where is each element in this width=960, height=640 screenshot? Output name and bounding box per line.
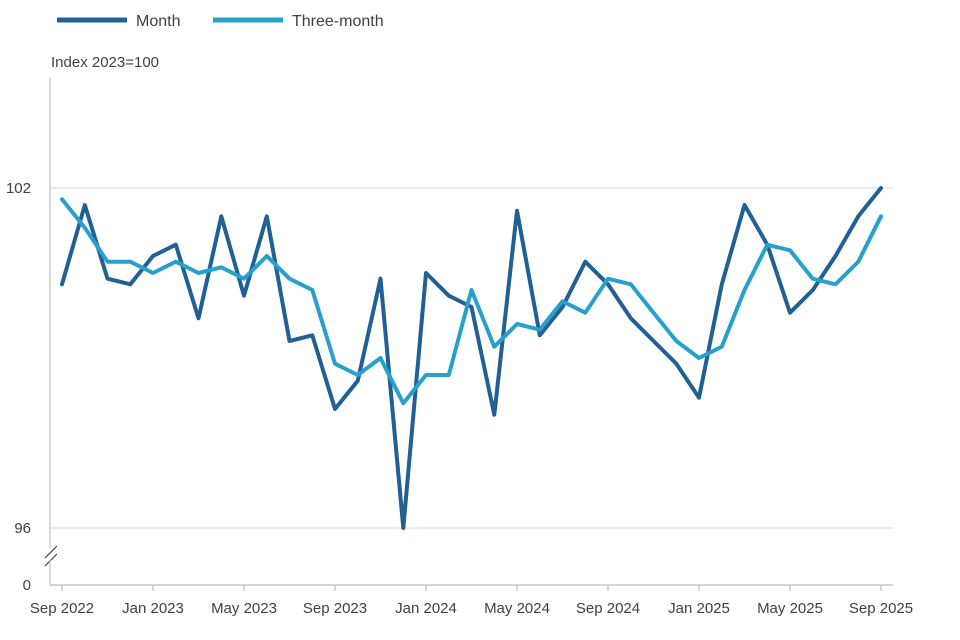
y-tick-label-96: 96 [14,520,31,537]
y-axis-title: Index 2023=100 [51,54,159,71]
x-tick-label: Sep 2022 [30,600,94,617]
y-axis-break-mark-1 [44,545,58,559]
x-tick-label: Sep 2024 [576,600,640,617]
x-tick-label: Sep 2025 [849,600,913,617]
y-tick-labels: 102 96 0 [6,180,31,594]
legend: Month Three-month [57,13,384,30]
x-tick-label: Sep 2023 [303,600,367,617]
legend-label-month: Month [136,13,180,30]
x-tick-label: Jan 2025 [668,600,730,617]
x-tick-label: May 2024 [484,600,550,617]
x-tick-label: Jan 2023 [122,600,184,617]
legend-item-month[interactable]: Month [57,13,180,30]
y-axis-break-mark-2 [44,553,58,567]
x-tick-label: May 2025 [757,600,823,617]
series-line-month [60,186,883,530]
x-tick-label: May 2023 [211,600,277,617]
series-lines [60,186,883,530]
series-line-three-month [60,197,883,406]
legend-item-three-month[interactable]: Three-month [213,13,384,30]
y-axis [44,78,58,585]
x-axis-ticks: Sep 2022 Jan 2023 May 2023 Sep 2023 Jan 2024… [30,585,913,617]
y-tick-label-102: 102 [6,180,31,197]
legend-label-three-month: Three-month [292,13,384,30]
x-tick-label: Jan 2024 [395,600,457,617]
gridlines [50,187,893,529]
y-tick-label-0: 0 [23,577,31,594]
